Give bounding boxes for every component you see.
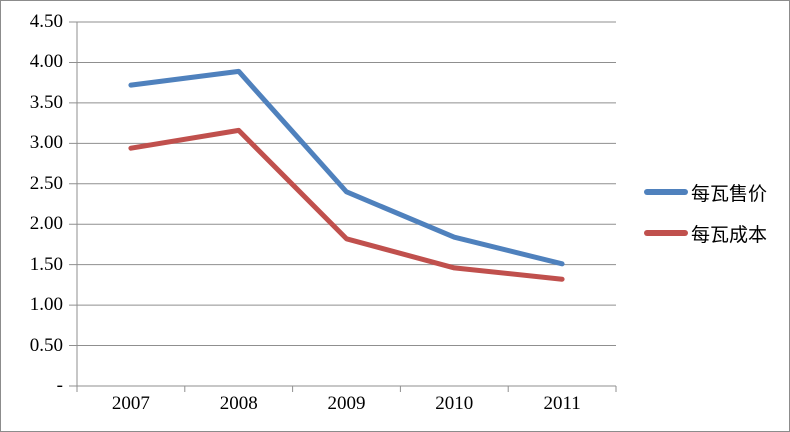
y-tick-label: 1.00	[29, 294, 63, 316]
x-tick-label: 2009	[327, 393, 366, 414]
x-tick-label: 2007	[111, 393, 150, 414]
x-tick-label: 2008	[219, 393, 258, 414]
y-axis-labels: 4.50 4.00 3.50 3.00 2.50 2.00 1.50 1.00 …	[1, 1, 63, 431]
y-tick-label: 0.50	[29, 334, 63, 356]
legend-item-cost: 每瓦成本	[644, 222, 768, 246]
legend-item-sell-price: 每瓦售价	[644, 181, 768, 205]
legend-label: 每瓦成本	[691, 224, 768, 246]
y-tick-label: 2.00	[29, 213, 63, 235]
y-tick-label: 1.50	[29, 253, 63, 275]
y-tick-label: 4.00	[29, 51, 63, 73]
y-tick-label: 2.50	[29, 172, 63, 194]
y-tick-label: -	[56, 375, 63, 396]
series-line-swatch-blue	[644, 189, 688, 195]
series-line-swatch-red	[644, 230, 688, 236]
y-tick-label: 3.50	[29, 91, 63, 113]
y-tick-label: 4.50	[29, 11, 63, 32]
legend: 每瓦售价 每瓦成本	[644, 181, 767, 263]
x-tick-label: 2010	[435, 393, 474, 414]
x-tick-label: 2011	[543, 393, 581, 414]
y-tick-label: 3.00	[29, 132, 63, 154]
legend-label: 每瓦售价	[691, 183, 768, 205]
